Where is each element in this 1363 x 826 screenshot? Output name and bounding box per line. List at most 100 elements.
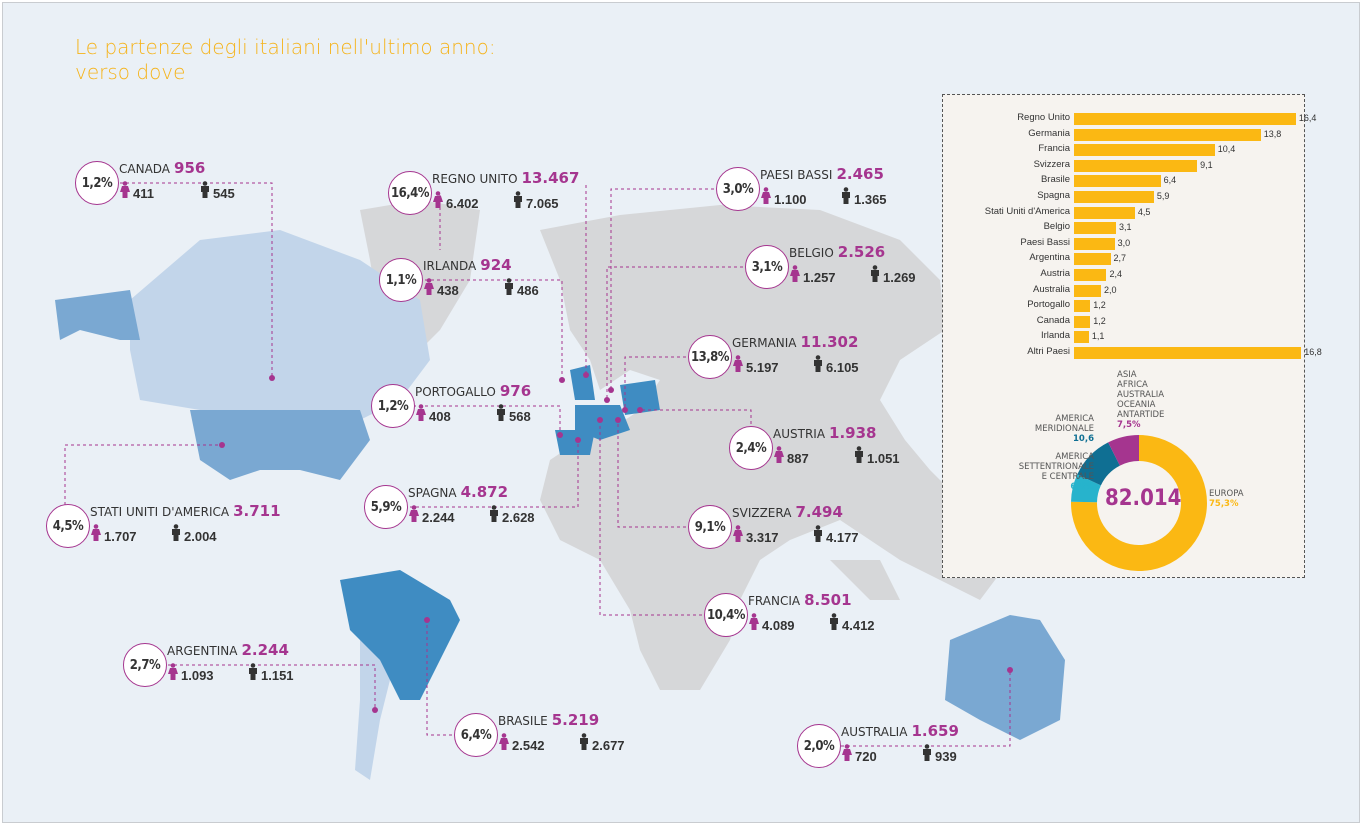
country-total: 8.501 bbox=[804, 591, 852, 609]
female-icon bbox=[499, 733, 512, 753]
percent-badge: 2,4% bbox=[729, 426, 773, 470]
country-total: 956 bbox=[174, 159, 206, 177]
bar-value: 3,1 bbox=[1118, 222, 1132, 233]
bar bbox=[1074, 315, 1091, 328]
female-count: 438 bbox=[437, 283, 459, 298]
land-dark bbox=[340, 365, 660, 700]
female-count: 887 bbox=[787, 451, 809, 466]
female-count-group: 887 bbox=[774, 446, 809, 466]
female-icon bbox=[91, 524, 104, 544]
male-count: 568 bbox=[509, 409, 531, 424]
country-total: 2.465 bbox=[836, 165, 884, 183]
female-icon bbox=[733, 355, 746, 375]
male-count-group: 2.628 bbox=[489, 505, 535, 525]
donut-value: 75,3% bbox=[1209, 499, 1239, 509]
female-icon bbox=[433, 191, 446, 211]
location-dots bbox=[219, 372, 1013, 713]
chart-panel: Regno Unito 16,4 Germania 13,8 Francia 10,4 Sv… bbox=[942, 94, 1322, 578]
donut-label-line: SETTENTRIONALE bbox=[1018, 462, 1094, 472]
female-icon bbox=[749, 613, 762, 633]
male-icon bbox=[870, 265, 883, 285]
male-count: 1.151 bbox=[261, 668, 294, 683]
country-name: BELGIO bbox=[789, 246, 834, 260]
male-icon bbox=[489, 505, 502, 525]
bar-label: Canada bbox=[1036, 314, 1070, 326]
male-count: 4.412 bbox=[842, 618, 875, 633]
country-total: 4.872 bbox=[460, 483, 509, 501]
country-name: AUSTRIA bbox=[773, 427, 826, 441]
bar-label: Svizzera bbox=[1033, 158, 1070, 170]
female-icon bbox=[842, 744, 855, 764]
location-dot bbox=[575, 437, 581, 443]
location-dot bbox=[219, 442, 225, 448]
bar-value: 4,5 bbox=[1137, 206, 1151, 217]
location-dot bbox=[608, 387, 614, 393]
female-count-group: 2.244 bbox=[409, 505, 455, 525]
percent-badge: 13,8% bbox=[688, 335, 732, 379]
female-icon bbox=[790, 265, 803, 285]
male-count: 1.051 bbox=[867, 451, 900, 466]
country-name: STATI UNITI D'AMERICA bbox=[90, 505, 230, 519]
bar bbox=[1074, 175, 1161, 188]
country-total: 11.302 bbox=[800, 333, 859, 351]
male-icon bbox=[504, 278, 517, 298]
female-count: 1.707 bbox=[104, 529, 137, 544]
female-count-group: 1.257 bbox=[790, 265, 836, 285]
male-icon bbox=[579, 733, 592, 753]
bar-label: Altri Paesi bbox=[1027, 346, 1070, 357]
country-name-line: AUSTRALIA 1.659 bbox=[841, 722, 959, 740]
country-name-line: GERMANIA 11.302 bbox=[732, 333, 858, 351]
male-icon bbox=[496, 404, 509, 424]
country-total: 924 bbox=[480, 256, 512, 274]
male-icon bbox=[248, 663, 261, 683]
bar bbox=[1074, 284, 1102, 297]
female-icon bbox=[168, 663, 181, 683]
country-name: FRANCIA bbox=[748, 594, 801, 608]
male-count-group: 1.365 bbox=[841, 187, 887, 207]
location-dot bbox=[557, 432, 563, 438]
percent-badge: 6,4% bbox=[454, 713, 498, 757]
donut-value: 6,6% bbox=[1070, 482, 1094, 492]
percent-badge: 3,0% bbox=[716, 167, 760, 211]
bar-value: 5,9 bbox=[1156, 191, 1170, 201]
female-icon bbox=[409, 505, 422, 525]
bar-value: 13,8 bbox=[1263, 128, 1282, 139]
male-count-group: 7.065 bbox=[513, 191, 559, 211]
bar-label: Irlanda bbox=[1040, 330, 1070, 342]
country-total: 2.244 bbox=[241, 641, 289, 659]
bar-value: 2,0 bbox=[1104, 284, 1117, 295]
bar-value: 10,4 bbox=[1217, 144, 1236, 155]
location-dot bbox=[615, 417, 621, 423]
percent-badge: 9,1% bbox=[688, 505, 732, 549]
donut-label-line: AMERICA bbox=[1055, 452, 1094, 462]
donut-label-line: EUROPA bbox=[1209, 489, 1244, 499]
country-name: CANADA bbox=[119, 162, 171, 176]
location-dot bbox=[1007, 667, 1013, 673]
country-name-line: PORTOGALLO 976 bbox=[415, 382, 531, 400]
country-name: SPAGNA bbox=[408, 486, 457, 500]
percent-badge: 1,1% bbox=[379, 258, 423, 302]
donut-label: ASIA AFRICA AUSTRALIA OCEANIA ANTARTIDE 7,5% bbox=[1117, 370, 1164, 430]
female-count-group: 1.707 bbox=[91, 524, 137, 544]
male-count-group: 486 bbox=[504, 278, 539, 298]
country-total: 7.494 bbox=[795, 503, 843, 521]
percent-badge: 1,2% bbox=[371, 384, 415, 428]
bar-label: Spagna bbox=[1037, 190, 1070, 201]
bar-label: Australia bbox=[1033, 283, 1070, 295]
bar-value: 16,4 bbox=[1298, 113, 1317, 123]
female-count-group: 1.093 bbox=[168, 663, 214, 683]
female-count-group: 3.317 bbox=[733, 525, 779, 545]
male-count-group: 939 bbox=[922, 744, 957, 764]
male-icon bbox=[829, 613, 842, 633]
donut-slice bbox=[1077, 442, 1120, 486]
male-count-group: 1.151 bbox=[248, 663, 294, 683]
country-name-line: IRLANDA 924 bbox=[423, 256, 512, 274]
bar-label: Austria bbox=[1040, 268, 1070, 279]
country-name-line: STATI UNITI D'AMERICA 3.711 bbox=[90, 502, 281, 520]
country-name: SVIZZERA bbox=[732, 506, 792, 520]
female-icon bbox=[761, 187, 774, 207]
female-count: 2.244 bbox=[422, 510, 455, 525]
location-dot bbox=[597, 417, 603, 423]
female-count: 3.317 bbox=[746, 530, 779, 545]
country-name-line: REGNO UNITO 13.467 bbox=[432, 169, 579, 187]
